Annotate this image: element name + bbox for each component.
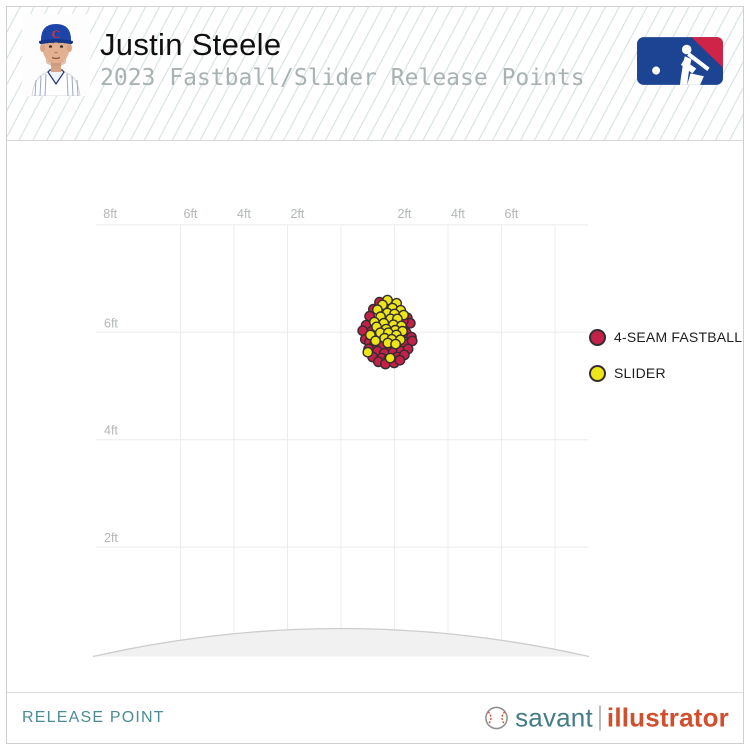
brand-illustrator: illustrator bbox=[606, 702, 729, 733]
player-name: Justin Steele bbox=[100, 27, 282, 62]
legend-item-fastball: 4-SEAM FASTBALL bbox=[589, 326, 742, 348]
cap-brim bbox=[39, 39, 73, 45]
mlb-logo-batter bbox=[652, 44, 710, 85]
savant-illustrator-brand: savant illustrator bbox=[484, 703, 729, 734]
legend-item-slider: SLIDER bbox=[589, 362, 742, 384]
ear-right bbox=[67, 44, 72, 52]
player-photo: C bbox=[22, 14, 90, 96]
baseball-icon bbox=[485, 706, 508, 730]
cap-c-logo: C bbox=[52, 27, 61, 41]
fastball-legend-dot bbox=[589, 328, 606, 346]
chart-subtitle: 2023 Fastball/Slider Release Points bbox=[100, 65, 585, 91]
header: C Justin Steele 2023 Fastball/Slider Rel… bbox=[7, 7, 743, 141]
brand-savant: savant bbox=[515, 702, 593, 733]
chart-area: 4-SEAM FASTBALL SLIDER bbox=[7, 141, 743, 692]
legend: 4-SEAM FASTBALL SLIDER bbox=[589, 326, 742, 398]
mlb-logo bbox=[637, 37, 723, 85]
card-border: C Justin Steele 2023 Fastball/Slider Rel… bbox=[6, 6, 744, 744]
brand-divider bbox=[598, 705, 601, 731]
jersey-pinstripes bbox=[34, 73, 79, 96]
ear-left bbox=[40, 44, 45, 52]
footer: RELEASE POINT savant illustrator bbox=[7, 692, 743, 743]
jersey-collar bbox=[47, 69, 65, 86]
slider-legend-dot bbox=[589, 364, 606, 382]
release-point-label: RELEASE POINT bbox=[22, 709, 165, 726]
beard-shadow bbox=[46, 59, 66, 67]
fastball-legend-label: 4-SEAM FASTBALL bbox=[614, 329, 743, 345]
cubs-cap bbox=[41, 24, 71, 42]
slider-legend-label: SLIDER bbox=[614, 365, 666, 381]
